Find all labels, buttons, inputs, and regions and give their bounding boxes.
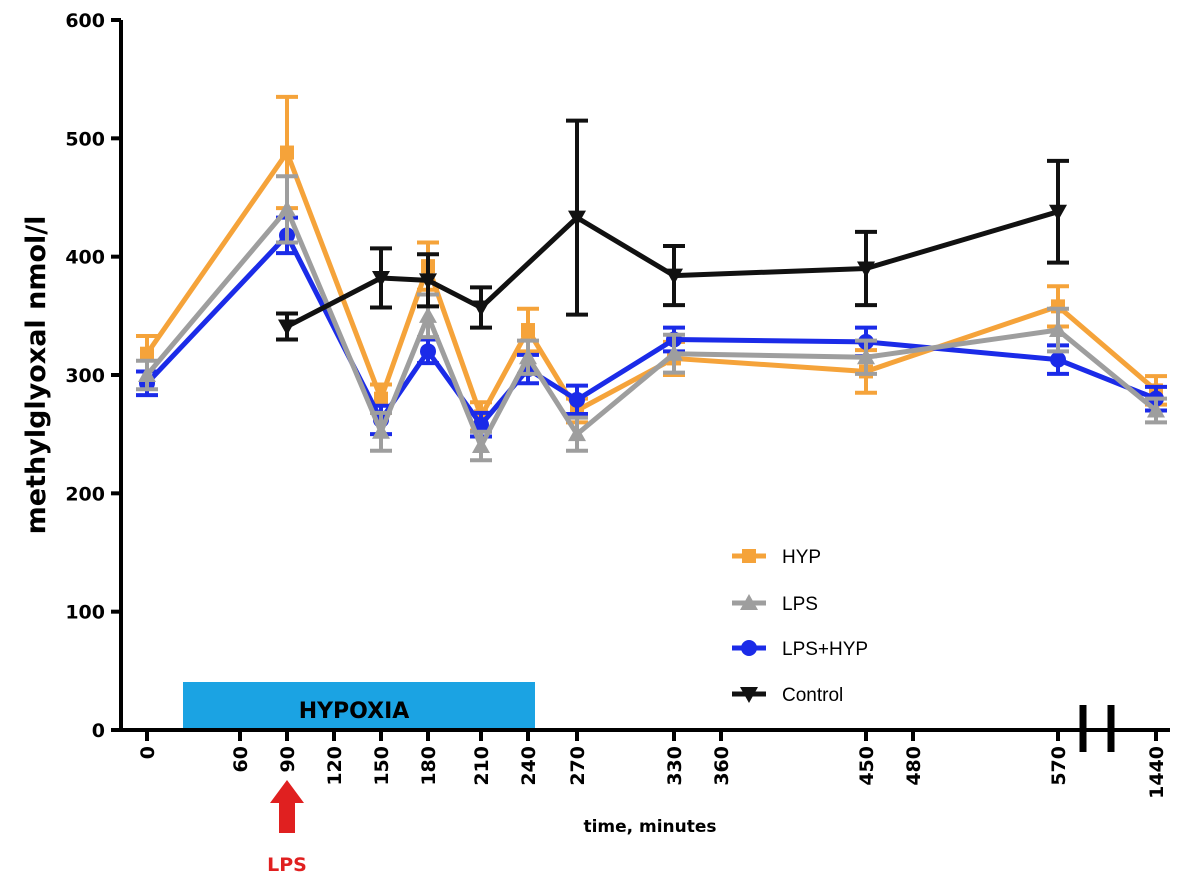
x-tick-label: 180 [418, 746, 440, 786]
legend-label: HYP [782, 547, 821, 568]
x-tick-label: 270 [567, 746, 589, 786]
x-tick-label: 210 [471, 746, 493, 786]
lps-label: LPS [267, 854, 307, 876]
up-arrow-icon [270, 780, 304, 833]
y-tick-label: 0 [92, 720, 105, 742]
legend-label: LPS [782, 594, 818, 615]
data-point [568, 210, 586, 227]
series-line [145, 206, 1158, 449]
series-line [285, 209, 1059, 329]
data-point [278, 319, 296, 336]
x-tick-label: 150 [371, 746, 393, 786]
legend-item: Control [732, 685, 843, 706]
legend-item: HYP [732, 547, 821, 568]
data-point [280, 145, 294, 160]
data-point [372, 270, 390, 287]
legend-label: Control [782, 685, 843, 706]
x-tick-label: 240 [518, 746, 540, 786]
data-point [740, 687, 758, 703]
x-ticks: 0 60 90 120 150 180 210 240 270 330 360 450 480 570 14… [137, 730, 1168, 799]
data-point [472, 300, 490, 317]
legend-label: LPS+HYP [782, 639, 868, 660]
series-layer [136, 94, 1167, 463]
data-point [665, 268, 683, 285]
x-tick-label: 480 [903, 746, 925, 786]
data-point [665, 344, 683, 361]
data-point [374, 391, 388, 406]
hypoxia-bar [183, 682, 535, 730]
hypoxia-layer: HYPOXIA [183, 682, 535, 730]
legend-item: LPS+HYP [732, 639, 868, 660]
x-tick-label: 570 [1048, 746, 1070, 786]
series-line [144, 150, 1158, 419]
legend-item: LPS [732, 594, 818, 615]
x-axis-title: time, minutes [583, 817, 716, 837]
x-tick-label: 450 [856, 746, 878, 786]
data-point [740, 594, 758, 610]
y-tick-label: 400 [65, 247, 105, 269]
data-point [857, 348, 875, 365]
data-point [569, 391, 585, 408]
hypoxia-label: HYPOXIA [299, 699, 410, 724]
y-ticks: 0 100 200 300 400 500 600 [65, 10, 121, 742]
data-point [138, 366, 156, 382]
data-point [372, 422, 390, 439]
data-point [519, 348, 537, 365]
data-point [521, 323, 535, 338]
y-tick-label: 300 [65, 365, 105, 387]
data-point [472, 437, 490, 453]
data-point [857, 261, 875, 278]
data-point [742, 549, 756, 563]
lps-marker: LPS [267, 780, 307, 876]
x-tick-label: 120 [324, 746, 346, 786]
legend: HYP LPS LPS+HYP Control [732, 547, 868, 706]
data-point [419, 273, 437, 290]
data-point [473, 416, 489, 433]
x-tick-label: 0 [137, 746, 159, 759]
x-tick-label: 1440 [1146, 746, 1168, 799]
data-point [419, 306, 437, 323]
x-tick-label: 60 [230, 746, 252, 772]
data-point [1049, 204, 1067, 221]
data-point [1049, 321, 1067, 338]
y-axis-title: methylglyoxal nmol/l [21, 216, 52, 535]
data-point [1147, 401, 1165, 418]
y-tick-label: 500 [65, 128, 105, 150]
y-tick-label: 600 [65, 10, 105, 32]
data-point [420, 343, 436, 360]
x-tick-label: 90 [277, 746, 299, 772]
data-point [568, 425, 586, 442]
data-point [278, 200, 296, 217]
series-control [276, 118, 1069, 342]
x-tick-label: 330 [664, 746, 686, 786]
data-point [140, 346, 154, 361]
series-lps [136, 174, 1167, 463]
y-tick-label: 200 [65, 483, 105, 505]
data-point [1050, 351, 1066, 368]
x-tick-label: 360 [711, 746, 733, 786]
data-point [741, 640, 757, 656]
axis-break-icon [1079, 705, 1115, 752]
y-tick-label: 100 [65, 602, 105, 624]
